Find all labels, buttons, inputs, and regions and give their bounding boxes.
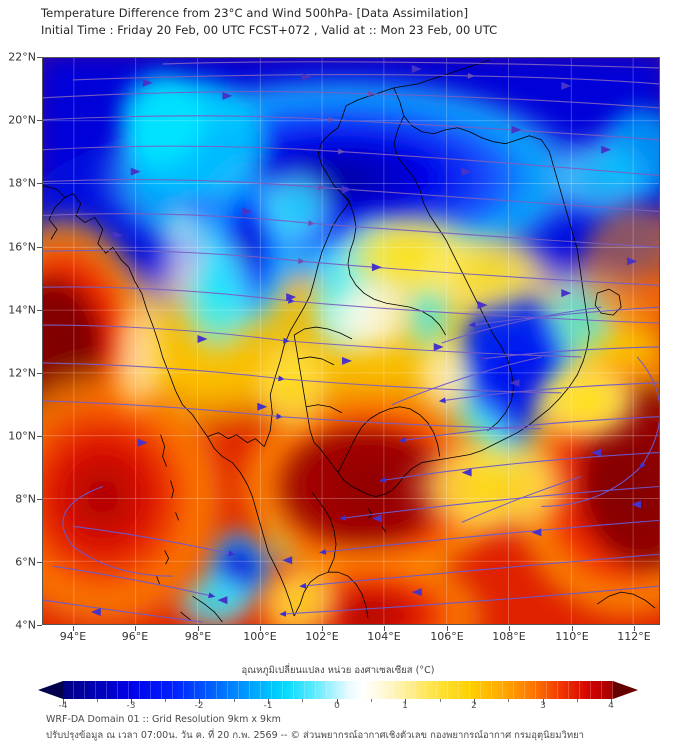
chart-title-line2: Initial Time : Friday 20 Feb, 00 UTC FCS… — [41, 23, 498, 37]
colorbar-major-tick — [131, 699, 132, 704]
colorbar-tick — [577, 699, 578, 702]
ytick-mark — [37, 499, 42, 500]
ytick-label-18n: 18°N — [8, 176, 36, 190]
ytick-mark — [37, 373, 42, 374]
colorbar-major-tick — [337, 699, 338, 704]
colorbar-extend-low-arrow — [38, 681, 63, 699]
ytick-mark — [37, 625, 42, 626]
colorbar-label-3: 3 — [540, 701, 546, 711]
ytick-label-8n: 8°N — [15, 492, 36, 506]
xtick-label-94e: 94°E — [59, 630, 87, 643]
ytick-mark — [37, 436, 42, 437]
xtick-mark — [322, 626, 323, 631]
colorbar-label--2: -2 — [194, 701, 204, 711]
xtick-label-104e: 104°E — [367, 630, 401, 643]
xtick-mark — [260, 626, 261, 631]
ytick-label-12n: 12°N — [8, 366, 36, 380]
colorbar-major-tick — [543, 699, 544, 704]
footer-credit: ปรับปรุงข้อมูล ณ เวลา 07:00น. วัน ค. ที่… — [46, 730, 584, 741]
temperature-field — [43, 58, 659, 624]
xtick-label-112e: 112°E — [617, 630, 651, 643]
ytick-label-16n: 16°N — [8, 240, 36, 254]
ytick-mark — [37, 120, 42, 121]
colorbar-label-1: 1 — [402, 701, 408, 711]
xtick-mark — [447, 626, 448, 631]
colorbar-title: อุณหภูมิเปลี่ยนแปลง หน่วย องศาเซลเซียส (… — [241, 665, 435, 676]
title-block: Temperature Difference from 23°C and Win… — [41, 5, 661, 39]
xtick-label-110e: 110°E — [555, 630, 589, 643]
colorbar-tick — [371, 699, 372, 702]
xtick-label-100e: 100°E — [243, 630, 277, 643]
colorbar-label--4: -4 — [58, 701, 68, 711]
map-plot-area[interactable] — [42, 57, 660, 625]
xtick-mark — [572, 626, 573, 631]
colorbar-label-4: 4 — [608, 701, 614, 711]
colorbar-tick — [440, 699, 441, 702]
xtick-label-102e: 102°E — [305, 630, 339, 643]
colorbar-major-tick — [63, 699, 64, 704]
colorbar-label-2: 2 — [471, 701, 477, 711]
ytick-mark — [37, 310, 42, 311]
colorbar-label--1: -1 — [263, 701, 273, 711]
xtick-mark — [73, 626, 74, 631]
chart-title-line1: Temperature Difference from 23°C and Win… — [41, 6, 469, 20]
colorbar-major-tick — [268, 699, 269, 704]
ytick-label-10n: 10°N — [8, 429, 36, 443]
xtick-label-106e: 106°E — [430, 630, 464, 643]
ytick-label-20n: 20°N — [8, 113, 36, 127]
colorbar-major-tick — [199, 699, 200, 704]
colorbar[interactable] — [38, 681, 638, 704]
ytick-mark — [37, 562, 42, 563]
colorbar-label-0: 0 — [334, 701, 340, 711]
ytick-label-22n: 22°N — [8, 50, 36, 64]
wind-streamline-overlay — [43, 61, 659, 623]
colorbar-major-tick — [474, 699, 475, 704]
colorbar-tick — [165, 699, 166, 702]
ytick-label-14n: 14°N — [8, 303, 36, 317]
xtick-mark — [509, 626, 510, 631]
ytick-label-6n: 6°N — [15, 555, 36, 569]
xtick-label-96e: 96°E — [121, 630, 149, 643]
ytick-mark — [37, 183, 42, 184]
colorbar-extend-high-arrow — [613, 681, 638, 699]
colorbar-major-tick — [611, 699, 612, 704]
ytick-mark — [37, 57, 42, 58]
ytick-label-4n: 4°N — [15, 618, 36, 632]
footer-domain-info: WRF-DA Domain 01 :: Grid Resolution 9km … — [46, 714, 281, 725]
xtick-label-98e: 98°E — [184, 630, 212, 643]
xtick-mark — [634, 626, 635, 631]
xtick-label-108e: 108°E — [492, 630, 526, 643]
colorbar-major-tick — [405, 699, 406, 704]
xtick-mark — [384, 626, 385, 631]
footer-block: WRF-DA Domain 01 :: Grid Resolution 9km … — [46, 712, 666, 744]
colorbar-tick — [508, 699, 509, 702]
colorbar-tick — [302, 699, 303, 702]
colorbar-tick — [97, 699, 98, 702]
xtick-mark — [198, 626, 199, 631]
colorbar-gradient — [63, 681, 613, 699]
xtick-mark — [135, 626, 136, 631]
ytick-mark — [37, 247, 42, 248]
colorbar-label--3: -3 — [126, 701, 136, 711]
colorbar-tick — [234, 699, 235, 702]
